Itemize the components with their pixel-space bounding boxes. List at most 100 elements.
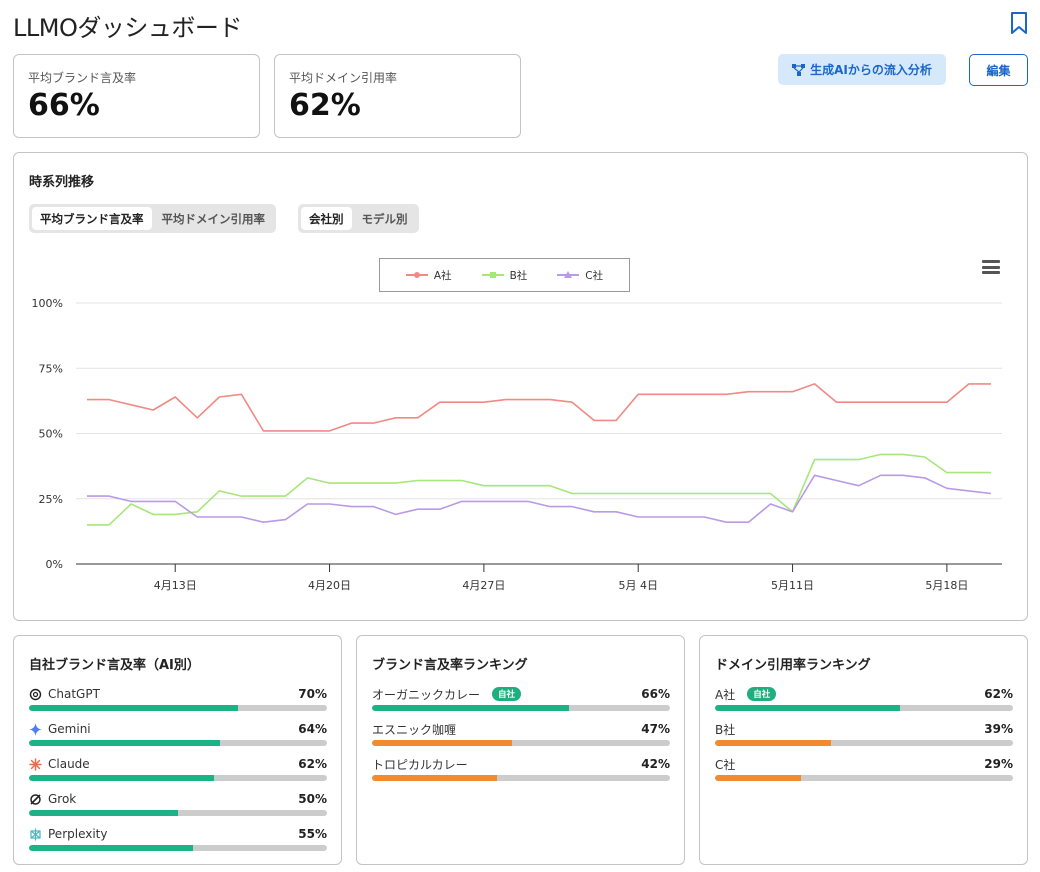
kpi-label: 平均ドメイン引用率 xyxy=(289,71,398,85)
progress-track xyxy=(29,705,327,711)
domain-ranking-panel: ドメイン引用率ランキング A社 自社 62% B社 39% C社 29% xyxy=(699,635,1028,865)
item-percent: 64% xyxy=(298,722,327,736)
own-company-badge: 自社 xyxy=(492,687,522,701)
y-tick-label: 100% xyxy=(32,297,63,310)
progress-track xyxy=(29,845,327,851)
kpi-value: 66% xyxy=(28,88,100,123)
progress-track xyxy=(29,775,327,781)
x-tick-label: 5月11日 xyxy=(771,579,814,592)
progress-track xyxy=(372,705,670,711)
chart-legend: A社 B社 C社 xyxy=(379,258,630,292)
brand-ranking-panel: ブランド言及率ランキング オーガニックカレー 自社 66% エスニック咖喱 47% トロピ… xyxy=(356,635,685,865)
grok-icon xyxy=(29,793,42,806)
progress-track xyxy=(372,775,670,781)
perplexity-icon xyxy=(29,828,42,841)
progress-fill xyxy=(29,810,178,816)
series-line-c xyxy=(87,474,992,523)
y-tick-label: 75% xyxy=(39,362,63,375)
item-percent: 42% xyxy=(641,757,670,771)
item-percent: 47% xyxy=(641,722,670,736)
list-item: オーガニックカレー 自社 66% xyxy=(372,686,670,721)
progress-fill xyxy=(372,740,513,746)
legend-label: A社 xyxy=(433,269,452,282)
legend-label: B社 xyxy=(509,269,528,282)
ai-mention-panel: 自社ブランド言及率（AI別） ChatGPT 70% Gemini 64% Claude… xyxy=(13,635,342,865)
item-percent: 55% xyxy=(298,827,327,841)
series-line-a xyxy=(87,383,991,432)
progress-fill xyxy=(715,705,900,711)
list-item: ChatGPT 70% xyxy=(29,686,327,721)
kpi-brand-mention: 平均ブランド言及率 66% xyxy=(13,54,260,138)
item-label: オーガニックカレー xyxy=(372,687,481,702)
progress-track xyxy=(29,740,327,746)
edit-button[interactable]: 編集 xyxy=(969,54,1028,86)
legend-item-b[interactable]: B社 xyxy=(481,268,528,283)
x-tick-label: 5月 4日 xyxy=(618,579,658,592)
network-icon xyxy=(792,63,806,76)
tab-by-company[interactable]: 会社別 xyxy=(301,207,352,230)
claude-icon xyxy=(29,757,42,771)
brand-ranking-list: オーガニックカレー 自社 66% エスニック咖喱 47% トロピカルカレー 42% xyxy=(372,686,670,791)
series-line-b xyxy=(87,453,991,526)
domain-ranking-title: ドメイン引用率ランキング xyxy=(715,658,871,673)
y-tick-label: 25% xyxy=(39,493,63,506)
item-label: Gemini xyxy=(48,722,91,736)
progress-track xyxy=(715,740,1013,746)
item-percent: 70% xyxy=(298,687,327,701)
item-name-group: トロピカルカレー xyxy=(372,756,641,773)
legend-marker-c xyxy=(557,271,580,278)
kpi-value: 62% xyxy=(289,88,361,123)
item-label: B社 xyxy=(715,722,736,737)
item-name-group: Claude xyxy=(29,757,298,771)
list-item: Gemini 64% xyxy=(29,721,327,756)
item-percent: 29% xyxy=(984,757,1013,771)
item-name-group: Perplexity xyxy=(29,827,298,841)
progress-fill xyxy=(29,775,214,781)
openai-icon xyxy=(29,688,42,701)
item-label: ChatGPT xyxy=(48,687,100,701)
chart-menu-icon[interactable] xyxy=(982,260,1000,274)
progress-track xyxy=(29,810,327,816)
legend-item-c[interactable]: C社 xyxy=(557,268,603,283)
item-label: C社 xyxy=(715,757,736,772)
list-item: A社 自社 62% xyxy=(715,686,1013,721)
item-name-group: オーガニックカレー 自社 xyxy=(372,686,641,703)
item-label: Perplexity xyxy=(48,827,108,841)
legend-label: C社 xyxy=(585,269,604,282)
item-percent: 66% xyxy=(641,687,670,701)
progress-fill xyxy=(715,740,832,746)
progress-fill xyxy=(372,775,498,781)
ai-mention-title: 自社ブランド言及率（AI別） xyxy=(29,658,200,673)
tab-domain-citation[interactable]: 平均ドメイン引用率 xyxy=(161,211,266,226)
item-name-group: C社 xyxy=(715,756,984,773)
progress-fill xyxy=(715,775,802,781)
item-name-group: ChatGPT xyxy=(29,687,298,701)
item-percent: 39% xyxy=(984,722,1013,736)
progress-fill xyxy=(372,705,569,711)
brand-ranking-title: ブランド言及率ランキング xyxy=(372,658,528,673)
tab-brand-mention[interactable]: 平均ブランド言及率 xyxy=(32,207,152,230)
progress-track xyxy=(372,740,670,746)
item-label: Grok xyxy=(48,792,77,806)
progress-fill xyxy=(29,705,238,711)
item-name-group: B社 xyxy=(715,721,984,738)
y-tick-label: 50% xyxy=(39,428,63,441)
group-toggle: 会社別 モデル別 xyxy=(298,204,419,233)
x-tick-label: 5月18日 xyxy=(925,579,968,592)
list-item: エスニック咖喱 47% xyxy=(372,721,670,756)
list-item: Claude 62% xyxy=(29,756,327,791)
legend-item-a[interactable]: A社 xyxy=(405,268,452,283)
list-item: Perplexity 55% xyxy=(29,826,327,861)
y-tick-label: 0% xyxy=(46,558,63,571)
tab-by-model[interactable]: モデル別 xyxy=(361,211,408,226)
item-label: Claude xyxy=(48,757,90,771)
x-tick-label: 4月13日 xyxy=(154,579,197,592)
x-tick-label: 4月27日 xyxy=(462,579,505,592)
bookmark-icon[interactable] xyxy=(1009,12,1029,34)
item-name-group: エスニック咖喱 xyxy=(372,721,641,738)
item-name-group: Grok xyxy=(29,792,298,806)
ai-traffic-analysis-button[interactable]: 生成AIからの流入分析 xyxy=(778,54,946,85)
legend-marker-a xyxy=(405,272,428,278)
item-label: エスニック咖喱 xyxy=(372,722,457,737)
ai-traffic-analysis-label: 生成AIからの流入分析 xyxy=(810,63,932,77)
